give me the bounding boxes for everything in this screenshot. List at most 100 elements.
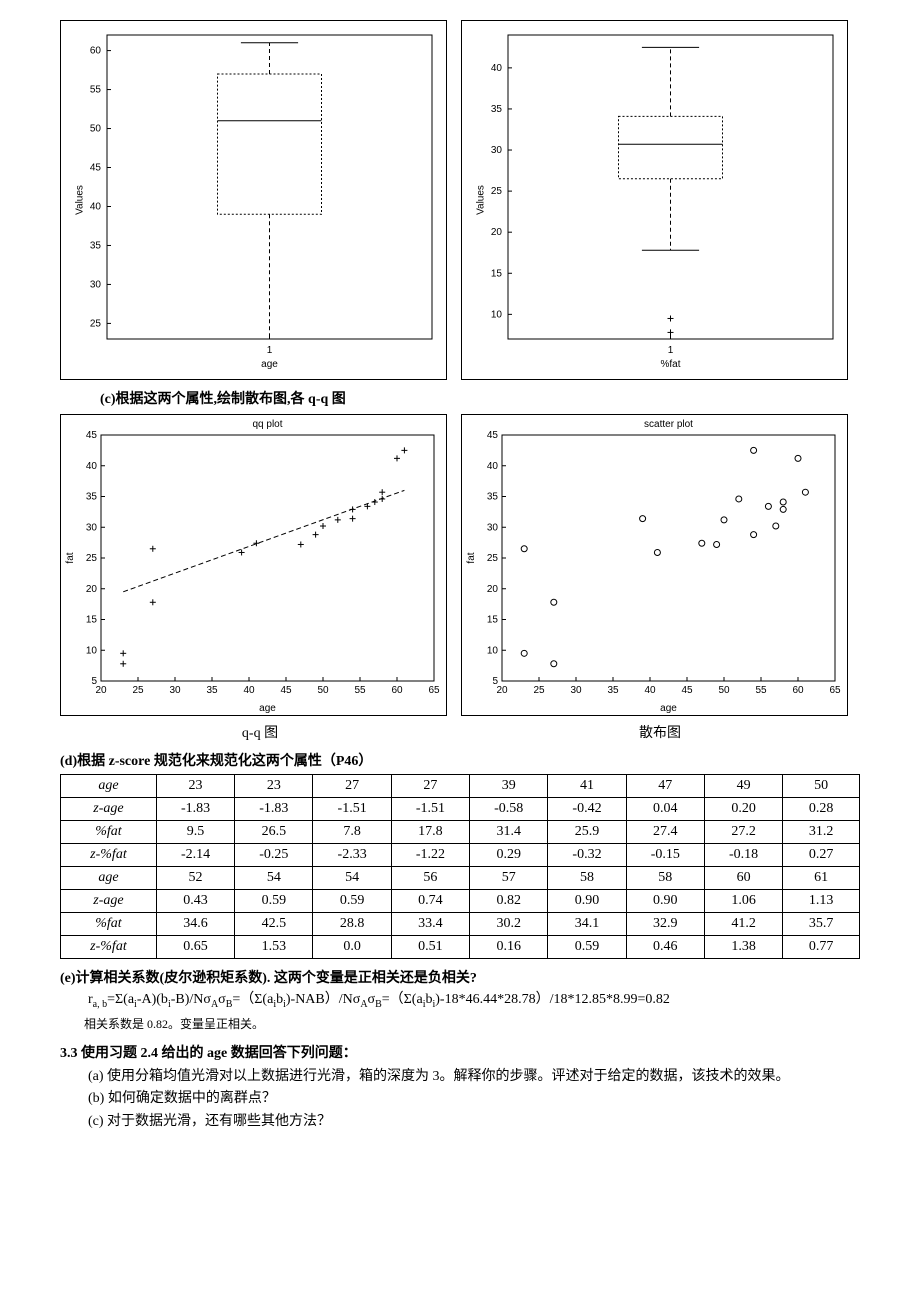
svg-text:35: 35 (491, 104, 503, 115)
table-cell: 25.9 (548, 821, 626, 844)
table-cell: 31.4 (470, 821, 548, 844)
table-cell: -1.22 (391, 844, 469, 867)
boxplot-fat: 101520253035401%fat Values (461, 20, 848, 380)
table-cell: age (61, 775, 157, 798)
table-cell: 49 (704, 775, 782, 798)
table-cell: -1.51 (391, 798, 469, 821)
svg-text:30: 30 (86, 522, 98, 533)
table-cell: 0.04 (626, 798, 704, 821)
table-cell: 52 (156, 867, 234, 890)
qq-plot: qq plot202530354045505560655101520253035… (60, 414, 447, 716)
table-cell: -0.58 (470, 798, 548, 821)
table-cell: 61 (783, 867, 860, 890)
table-cell: -1.83 (235, 798, 313, 821)
table-cell: 57 (470, 867, 548, 890)
svg-text:15: 15 (86, 615, 98, 626)
svg-text:scatter plot: scatter plot (644, 419, 693, 430)
svg-text:50: 50 (718, 685, 730, 696)
scatter-caption: 散布图 (460, 722, 860, 742)
table-cell: 0.27 (783, 844, 860, 867)
table-cell: 26.5 (235, 821, 313, 844)
table-cell: -0.15 (626, 844, 704, 867)
table-cell: 34.1 (548, 913, 626, 936)
table-cell: 32.9 (626, 913, 704, 936)
table-cell: z-age (61, 798, 157, 821)
svg-text:20: 20 (95, 685, 107, 696)
svg-text:40: 40 (644, 685, 656, 696)
table-cell: 0.90 (548, 890, 626, 913)
svg-text:age: age (261, 359, 278, 370)
svg-text:fat: fat (466, 552, 477, 563)
question-c: (c) 对于数据光滑，还有哪些其他方法？ (88, 1111, 860, 1133)
table-cell: 34.6 (156, 913, 234, 936)
ylabel: Values (475, 185, 486, 215)
svg-text:20: 20 (496, 685, 508, 696)
svg-text:25: 25 (487, 553, 499, 564)
svg-text:50: 50 (317, 685, 329, 696)
table-cell: 42.5 (235, 913, 313, 936)
qq-caption: q-q 图 (60, 722, 460, 742)
table-cell: 0.82 (470, 890, 548, 913)
svg-text:25: 25 (86, 553, 98, 564)
boxplot-age: 25303540455055601age Values (60, 20, 447, 380)
table-cell: 0.65 (156, 936, 234, 959)
sub-captions: q-q 图 散布图 (60, 722, 860, 742)
table-cell: 1.06 (704, 890, 782, 913)
table-cell: 0.59 (548, 936, 626, 959)
svg-text:qq plot: qq plot (252, 419, 282, 430)
svg-text:1: 1 (668, 345, 674, 356)
caption-c: (c)根据这两个属性,绘制散布图,各 q-q 图 (100, 388, 860, 408)
svg-text:35: 35 (90, 240, 102, 251)
table-cell: 54 (313, 867, 391, 890)
table-cell: 33.4 (391, 913, 469, 936)
svg-text:10: 10 (86, 645, 98, 656)
table-cell: 35.7 (783, 913, 860, 936)
svg-text:65: 65 (829, 685, 841, 696)
question-b: (b) 如何确定数据中的离群点？ (88, 1088, 860, 1110)
table-cell: 0.16 (470, 936, 548, 959)
svg-text:60: 60 (792, 685, 804, 696)
svg-text:25: 25 (533, 685, 545, 696)
table-cell: 23 (156, 775, 234, 798)
table-cell: z-%fat (61, 936, 157, 959)
svg-text:45: 45 (280, 685, 292, 696)
table-cell: 0.59 (235, 890, 313, 913)
table-cell: 39 (470, 775, 548, 798)
svg-text:35: 35 (86, 492, 98, 503)
svg-text:35: 35 (607, 685, 619, 696)
caption-d: (d)根据 z-score 规范化来规范化这两个属性（P46） (60, 750, 860, 770)
table-cell: -1.51 (313, 798, 391, 821)
svg-text:age: age (259, 703, 276, 714)
svg-text:35: 35 (487, 492, 499, 503)
svg-text:20: 20 (487, 584, 499, 595)
svg-text:30: 30 (487, 522, 499, 533)
table-cell: -1.83 (156, 798, 234, 821)
svg-text:5: 5 (91, 676, 97, 687)
svg-text:25: 25 (90, 318, 102, 329)
svg-text:45: 45 (681, 685, 693, 696)
table-cell: age (61, 867, 157, 890)
svg-text:35: 35 (206, 685, 218, 696)
svg-text:20: 20 (491, 227, 503, 238)
svg-text:65: 65 (428, 685, 440, 696)
caption-e: (e)计算相关系数(皮尔逊积矩系数). 这两个变量是正相关还是负相关? (60, 967, 860, 987)
svg-text:45: 45 (86, 430, 98, 441)
svg-text:40: 40 (90, 201, 102, 212)
table-cell: 27.4 (626, 821, 704, 844)
svg-text:60: 60 (90, 46, 102, 57)
table-cell: 0.43 (156, 890, 234, 913)
table-cell: 0.20 (704, 798, 782, 821)
table-cell: -2.33 (313, 844, 391, 867)
svg-text:10: 10 (487, 645, 499, 656)
table-cell: 27 (391, 775, 469, 798)
svg-text:25: 25 (132, 685, 144, 696)
table-cell: z-%fat (61, 844, 157, 867)
svg-text:30: 30 (570, 685, 582, 696)
svg-text:20: 20 (86, 584, 98, 595)
svg-text:40: 40 (243, 685, 255, 696)
table-cell: 58 (548, 867, 626, 890)
svg-text:55: 55 (354, 685, 366, 696)
table-cell: 47 (626, 775, 704, 798)
table-cell: -0.32 (548, 844, 626, 867)
table-cell: 0.51 (391, 936, 469, 959)
